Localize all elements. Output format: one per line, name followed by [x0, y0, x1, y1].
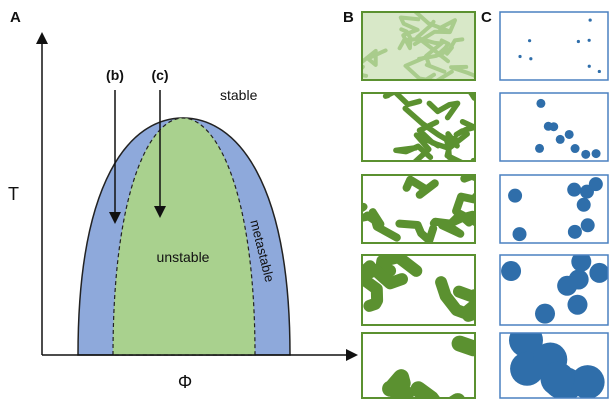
droplet: [589, 18, 592, 21]
arrow-label: (c): [151, 67, 168, 83]
y-axis-label: T: [8, 184, 19, 204]
spinodal-pattern: [362, 66, 501, 172]
droplet-pattern: [509, 323, 605, 401]
droplet: [529, 57, 532, 60]
spinodal-pattern: [355, 255, 487, 325]
droplet: [535, 144, 544, 153]
droplet: [544, 122, 553, 131]
droplet-pattern: [518, 18, 601, 73]
droplet-pattern: [508, 177, 603, 241]
droplet: [581, 218, 595, 232]
droplet: [567, 183, 581, 197]
arrow-label: (b): [106, 67, 124, 83]
droplet: [568, 225, 582, 239]
domain: [390, 377, 406, 394]
droplet: [588, 65, 591, 68]
region-label: unstable: [157, 249, 210, 265]
droplet: [577, 40, 580, 43]
droplet-pattern: [535, 99, 601, 159]
droplet: [501, 261, 521, 281]
region-label: stable: [220, 87, 258, 103]
droplet: [592, 149, 601, 158]
spinodal-pattern: [354, 0, 491, 106]
spinodal-pattern: [362, 333, 498, 402]
droplet: [536, 99, 545, 108]
droplet: [513, 227, 527, 241]
panel-label: B: [343, 9, 354, 26]
droplet: [588, 39, 591, 42]
droplet: [567, 295, 587, 315]
pattern-frame: [500, 12, 608, 80]
droplet: [518, 55, 521, 58]
droplet: [556, 135, 565, 144]
droplet: [589, 263, 609, 283]
droplet: [565, 130, 574, 139]
figure: A T Φ (b) (c) stable unstable metastable…: [0, 0, 611, 402]
droplet-pattern: [501, 252, 609, 324]
droplet: [581, 150, 590, 159]
droplet: [598, 70, 601, 73]
pattern-panels: [346, 0, 609, 402]
droplet: [528, 39, 531, 42]
droplet: [571, 144, 580, 153]
droplet: [541, 362, 575, 396]
droplet: [535, 304, 555, 324]
panel-label: A: [10, 9, 21, 26]
droplet: [508, 189, 522, 203]
droplet: [571, 365, 605, 399]
droplet: [589, 177, 603, 191]
domain: [473, 152, 501, 172]
droplet: [557, 276, 577, 296]
droplet: [577, 198, 591, 212]
x-axis-label: Φ: [178, 372, 192, 392]
spinodal-pattern: [346, 169, 512, 243]
panel-label: C: [481, 9, 492, 26]
